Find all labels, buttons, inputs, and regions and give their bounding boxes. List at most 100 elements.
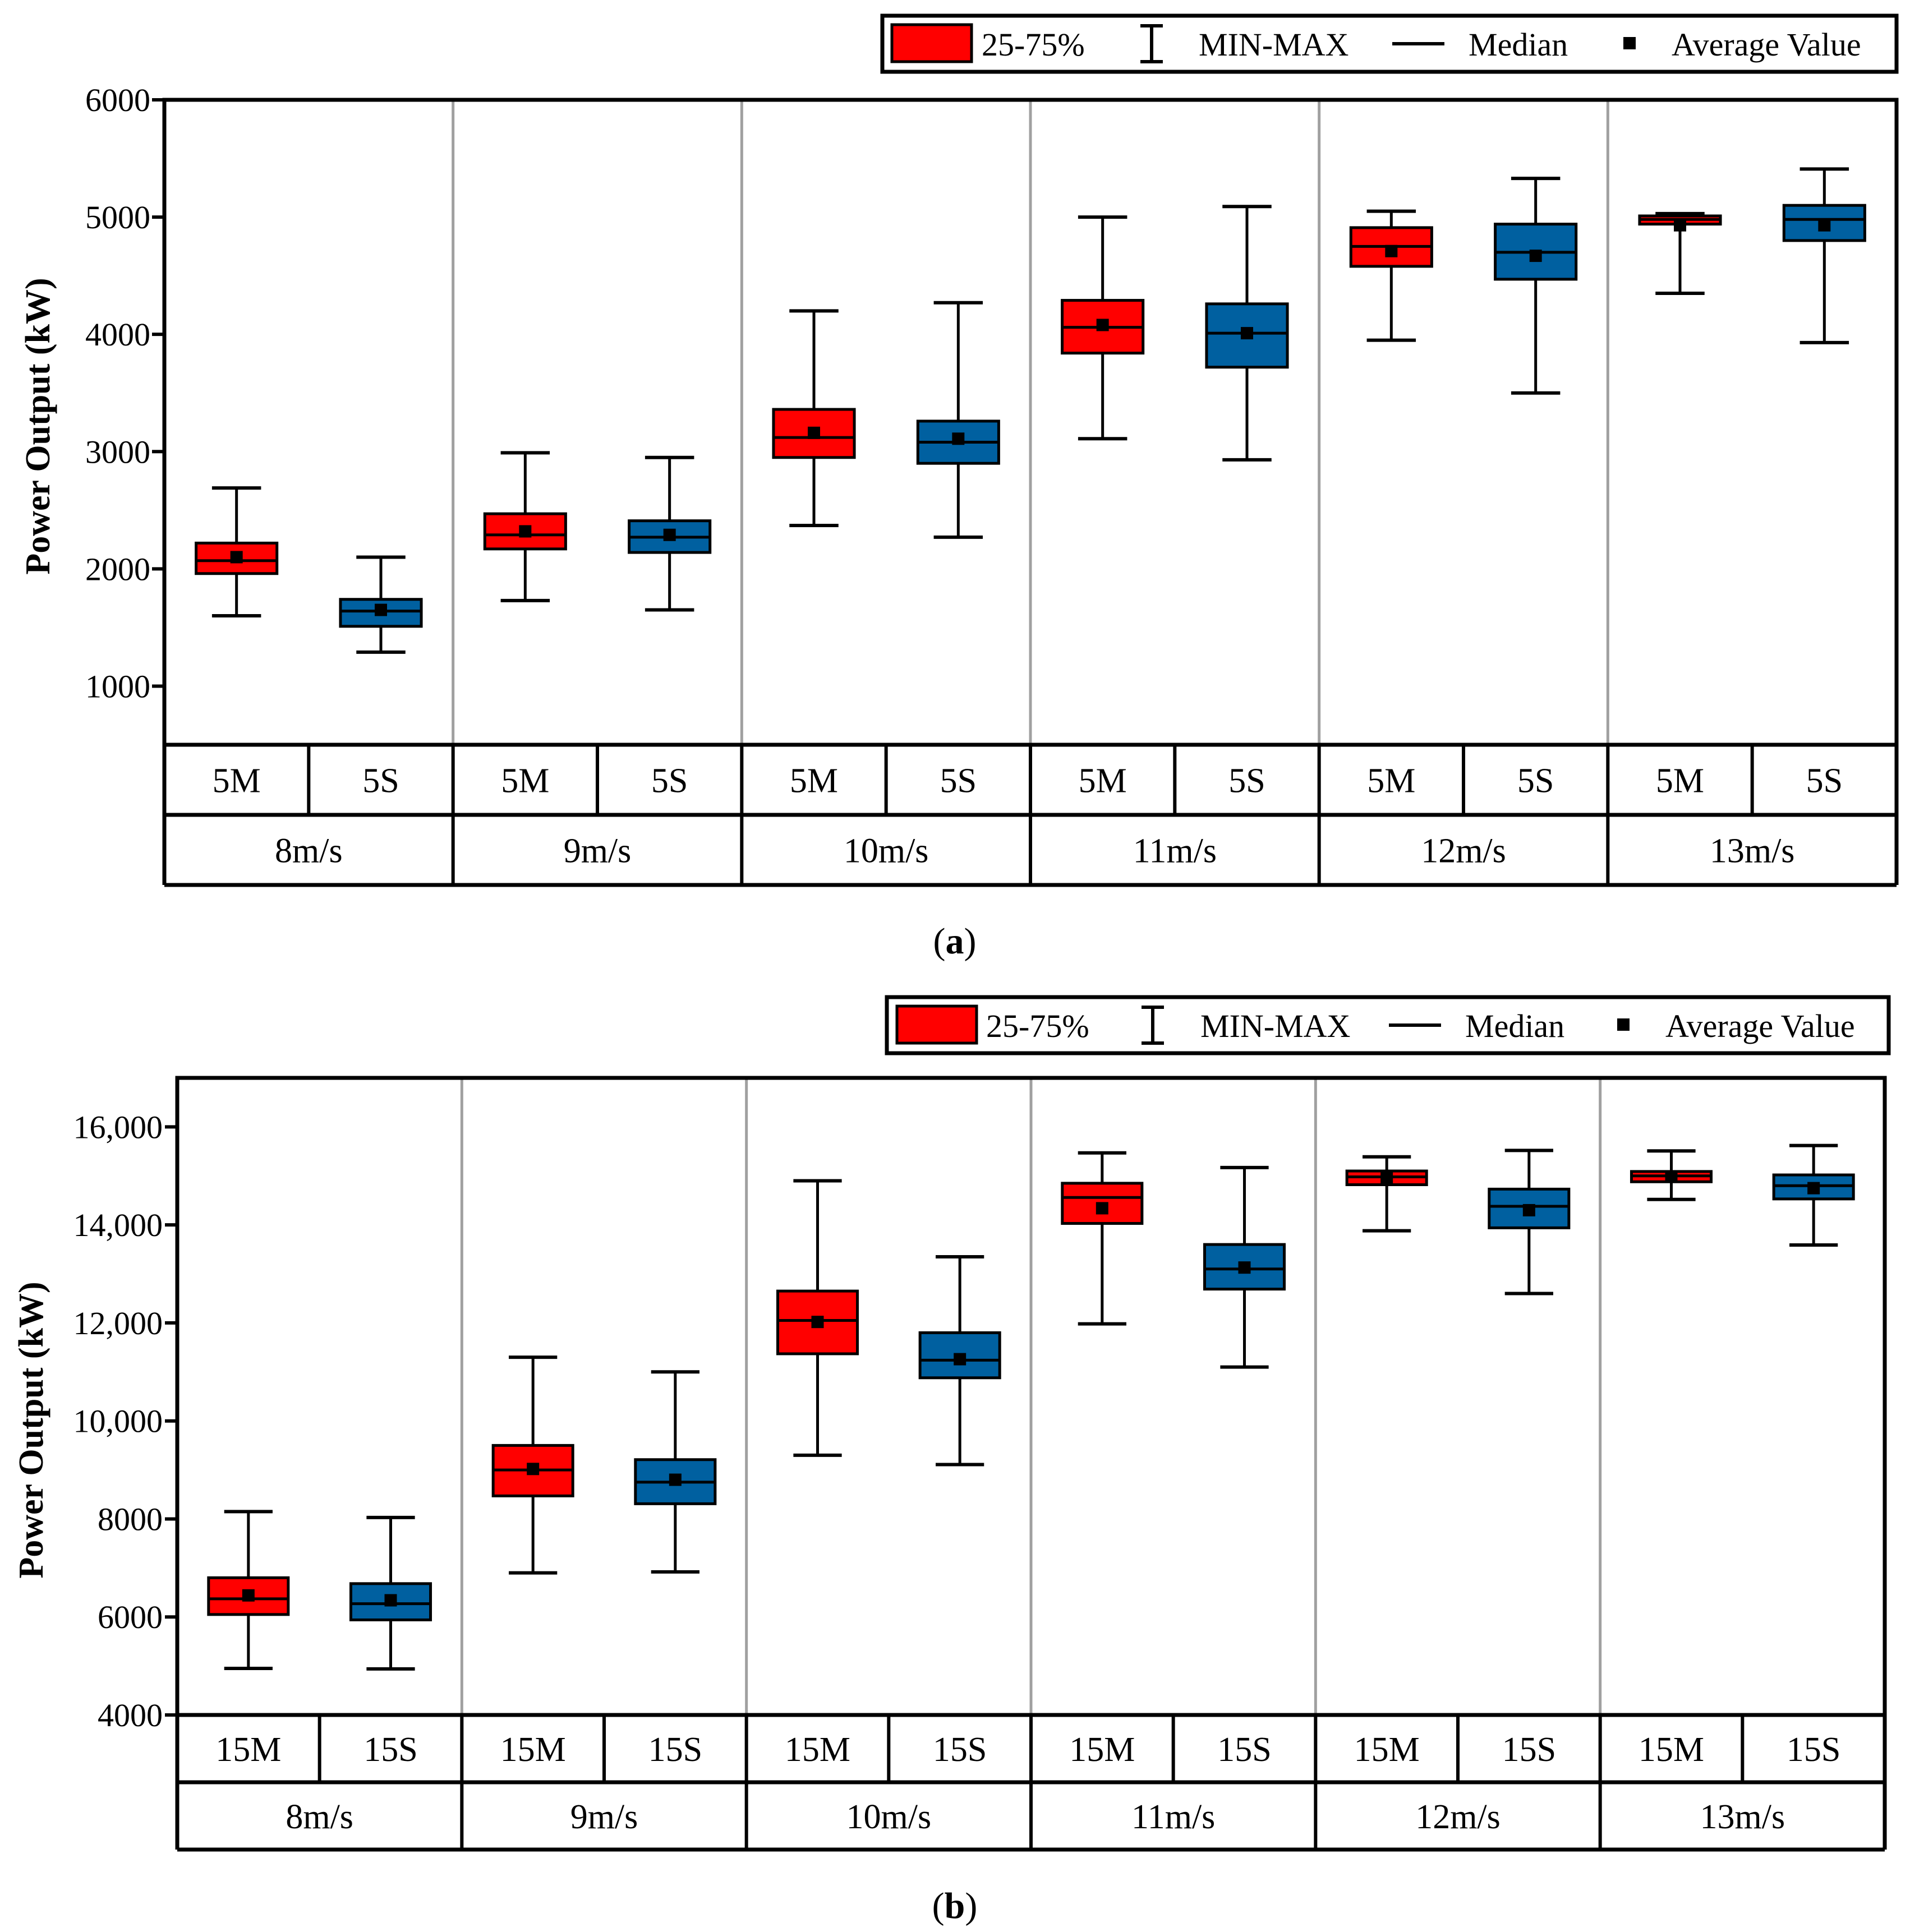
legend-box-swatch (890, 23, 973, 63)
group-label: 10m/s (846, 1798, 932, 1836)
chart-a: 25-75% MIN-MAX Median Average Value Powe… (19, 13, 1899, 962)
mean-marker (663, 528, 676, 541)
legend-median-label: Median (1465, 1008, 1564, 1044)
y-tick-label: 8000 (98, 1501, 163, 1537)
group-label: 11m/s (1131, 1798, 1215, 1836)
mean-marker (1674, 219, 1686, 232)
series-label: 5S (651, 762, 688, 800)
caption-a-open: ( (933, 921, 946, 962)
series-label: 5M (213, 762, 261, 800)
mean-marker (1807, 1182, 1820, 1195)
mean-marker (811, 1316, 824, 1329)
series-label: 5S (362, 762, 399, 800)
box-iqr (1782, 204, 1866, 242)
group-label: 12m/s (1415, 1798, 1501, 1836)
series-label: 5S (1228, 762, 1265, 800)
group-label: 9m/s (570, 1798, 638, 1836)
box-iqr (349, 1582, 432, 1621)
legend-frame (885, 995, 1891, 1055)
group-label: 12m/s (1421, 832, 1506, 870)
y-tick-label: 14,000 (73, 1207, 163, 1243)
y-tick-label: 16,000 (73, 1109, 163, 1145)
series-label: 15M (500, 1731, 566, 1769)
mean-marker (230, 551, 243, 564)
legend-mean-label: Average Value (1672, 26, 1861, 63)
series-label: 15M (1069, 1731, 1135, 1769)
series-label: 5M (1367, 762, 1415, 800)
series-label: 15S (648, 1731, 702, 1769)
series-label: 15M (1639, 1731, 1704, 1769)
legend-mean-marker (1617, 1018, 1630, 1031)
series-label: 5S (940, 762, 977, 800)
mean-marker (375, 603, 387, 616)
group-label: 13m/s (1700, 1798, 1785, 1836)
series-label: 15S (1787, 1731, 1840, 1769)
y-tick-label: 6000 (98, 1599, 163, 1635)
y-tick-label: 5000 (85, 199, 150, 236)
legend-box-label: 25-75% (986, 1008, 1089, 1044)
mean-marker (1529, 250, 1542, 262)
mean-marker (669, 1473, 682, 1486)
legend-whisker-icon (1140, 24, 1163, 63)
caption-a-letter: a (946, 921, 964, 962)
series-label: 15S (363, 1731, 417, 1769)
mean-marker (1522, 1204, 1535, 1216)
series-label: 5M (790, 762, 838, 800)
box-iqr (483, 512, 567, 551)
group-label: 13m/s (1710, 832, 1795, 870)
y-tick-label: 4000 (85, 316, 150, 353)
group-label: 9m/s (564, 832, 632, 870)
caption-a: (a) (933, 921, 977, 962)
legend-a: 25-75% MIN-MAX Median Average Value (880, 13, 1899, 74)
series-label: 5M (501, 762, 549, 800)
legend-mean-marker (1623, 37, 1636, 49)
y-tick-label: 3000 (85, 434, 150, 470)
group-label: 8m/s (286, 1798, 353, 1836)
mean-marker (1238, 1261, 1251, 1274)
series-label: 5S (1517, 762, 1554, 800)
mean-marker (1241, 327, 1253, 340)
series-label: 5M (1079, 762, 1127, 800)
mean-marker (1665, 1170, 1678, 1183)
mean-marker (519, 525, 532, 538)
series-label: 5M (1656, 762, 1704, 800)
group-label: 8m/s (275, 832, 343, 870)
legend-median-label: Median (1469, 26, 1568, 63)
caption-b-close: ) (965, 1885, 977, 1926)
mean-marker (1380, 1171, 1393, 1184)
series-label: 15S (1217, 1731, 1271, 1769)
legend-frame (880, 13, 1899, 74)
box-iqr (918, 1331, 1001, 1380)
mean-marker (1096, 319, 1109, 331)
mean-marker (808, 426, 820, 439)
y-tick-label: 12,000 (73, 1305, 163, 1341)
y-tick-label: 6000 (85, 82, 150, 118)
legend-box-swatch (895, 1004, 978, 1045)
caption-b: (b) (932, 1885, 978, 1926)
y-tick-label: 2000 (85, 551, 150, 587)
legend-mean-label: Average Value (1665, 1008, 1855, 1044)
caption-a-close: ) (964, 921, 977, 962)
legend-b: 25-75% MIN-MAX Median Average Value (885, 995, 1891, 1055)
group-label: 11m/s (1133, 832, 1217, 870)
y-tick-label: 10,000 (73, 1403, 163, 1440)
mean-marker (1385, 245, 1398, 257)
mean-marker (954, 1353, 966, 1366)
series-label: 15S (1502, 1731, 1556, 1769)
mean-marker (952, 432, 965, 445)
mean-marker (1818, 219, 1831, 232)
caption-b-letter: b (945, 1885, 965, 1926)
legend-whisker-icon (1142, 1006, 1164, 1045)
group-label: 10m/s (844, 832, 929, 870)
mean-marker (242, 1589, 255, 1602)
mean-marker (384, 1594, 397, 1607)
series-label: 5S (1806, 762, 1843, 800)
y-axis-label: Power Output (kW) (19, 278, 57, 574)
series-label: 15M (785, 1731, 850, 1769)
legend-box-label: 25-75% (982, 26, 1085, 63)
y-axis-label: Power Output (kW) (12, 1281, 50, 1578)
series-label: 15S (933, 1731, 987, 1769)
series-label: 15M (215, 1731, 281, 1769)
y-tick-label: 1000 (85, 668, 150, 704)
